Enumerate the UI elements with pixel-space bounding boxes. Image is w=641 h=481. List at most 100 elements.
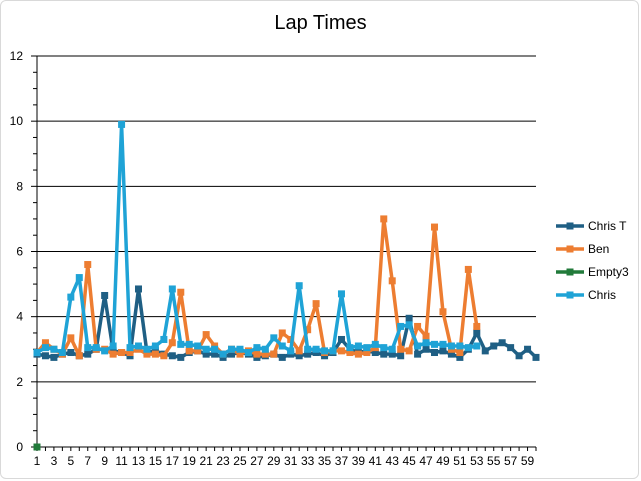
data-point [405, 314, 413, 322]
data-point [346, 344, 354, 352]
y-tick-label: 4 [16, 310, 23, 324]
x-tick-label: 21 [199, 454, 213, 468]
data-point [185, 340, 193, 348]
legend: Chris T Ben Empty3 Chris [556, 219, 629, 302]
data-point [431, 223, 439, 231]
data-point [414, 350, 422, 358]
data-point [160, 352, 168, 360]
data-point [211, 345, 219, 353]
x-tick-label: 29 [267, 454, 281, 468]
data-point [236, 350, 244, 358]
data-point [168, 339, 176, 347]
data-point [177, 353, 185, 361]
data-point [431, 340, 439, 348]
data-point [490, 342, 498, 350]
series-lines [33, 120, 540, 451]
data-point [261, 345, 269, 353]
data-point [456, 349, 464, 357]
data-point [278, 342, 286, 350]
data-point [464, 344, 472, 352]
x-tick-label: 33 [301, 454, 315, 468]
data-point [194, 347, 202, 355]
data-point [422, 332, 430, 340]
data-point [160, 335, 168, 343]
data-point [253, 350, 261, 358]
x-tick-label: 25 [233, 454, 247, 468]
x-tick-label: 5 [67, 454, 74, 468]
data-point [67, 349, 75, 357]
data-point [380, 344, 388, 352]
x-tick-label: 51 [453, 454, 467, 468]
y-tick-label: 2 [16, 375, 23, 389]
data-point [84, 344, 92, 352]
data-point [473, 329, 481, 337]
data-point [515, 352, 523, 360]
data-point [447, 350, 455, 358]
data-point [312, 300, 320, 308]
x-tick-label: 47 [419, 454, 433, 468]
data-point [33, 443, 41, 451]
y-tick-label: 8 [16, 179, 23, 193]
y-tick-label: 0 [16, 440, 23, 454]
data-point [84, 350, 92, 358]
data-point [414, 322, 422, 330]
x-tick-label: 13 [132, 454, 146, 468]
legend-swatch-marker [566, 245, 574, 253]
data-point [177, 288, 185, 296]
x-tick-label: 3 [51, 454, 58, 468]
x-tick-label: 23 [216, 454, 230, 468]
x-tick-label: 9 [101, 454, 108, 468]
data-point [422, 345, 430, 353]
data-point [151, 342, 159, 350]
data-point [202, 350, 210, 358]
series-empty3 [33, 443, 41, 451]
x-tick-label: 7 [84, 454, 91, 468]
data-point [194, 342, 202, 350]
data-point [101, 347, 109, 355]
data-point [50, 345, 58, 353]
legend-label: Chris [588, 288, 616, 302]
data-point [304, 326, 312, 334]
legend-label: Empty3 [588, 265, 629, 279]
data-point [405, 321, 413, 329]
data-point [312, 345, 320, 353]
data-point [202, 345, 210, 353]
data-point [329, 347, 337, 355]
data-point [363, 349, 371, 357]
data-point [211, 350, 219, 358]
x-tick-label: 59 [521, 454, 535, 468]
data-point [41, 339, 49, 347]
data-point [481, 347, 489, 355]
data-point [337, 347, 345, 355]
data-point [414, 342, 422, 350]
x-tick-label: 37 [335, 454, 349, 468]
x-tick-label: 27 [250, 454, 264, 468]
chart-title: Lap Times [274, 12, 367, 34]
legend-label: Ben [588, 242, 609, 256]
data-point [202, 331, 210, 339]
data-point [101, 291, 109, 299]
data-point [304, 350, 312, 358]
x-tick-label: 43 [386, 454, 400, 468]
data-point [397, 322, 405, 330]
data-point [278, 353, 286, 361]
data-point [41, 352, 49, 360]
data-point [134, 285, 142, 293]
data-point [177, 340, 185, 348]
data-point [219, 350, 227, 358]
data-point [270, 334, 278, 342]
legend-swatch-marker [566, 222, 574, 230]
data-point [346, 349, 354, 357]
y-tick-label: 12 [10, 49, 24, 63]
data-point [228, 350, 236, 358]
data-point [41, 344, 49, 352]
data-point [507, 344, 515, 352]
data-point [143, 345, 151, 353]
data-point [75, 352, 83, 360]
x-tick-label: 1 [34, 454, 41, 468]
data-point [431, 349, 439, 357]
data-point [524, 345, 532, 353]
x-tick-label: 55 [487, 454, 501, 468]
